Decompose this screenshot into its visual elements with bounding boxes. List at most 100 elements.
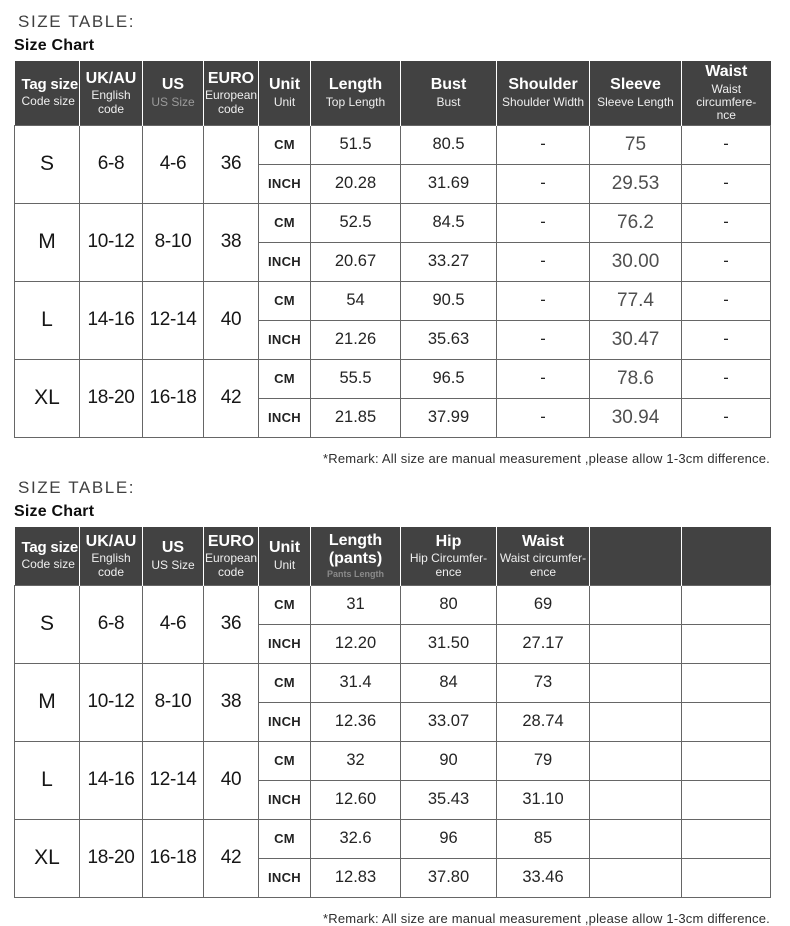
value-cell: 76.2 <box>589 202 682 243</box>
uk-au-cell: 14-16 <box>79 740 143 820</box>
col-header-main-label: EURO <box>207 532 255 550</box>
col-header-us: US US Size <box>142 61 204 126</box>
value-cell: 78.6 <box>589 358 682 399</box>
value-cell: - <box>496 280 590 321</box>
unit-cell: CM <box>258 202 311 243</box>
col-header-main-label: Shoulder <box>508 76 578 94</box>
tag-size-cell: M <box>14 202 80 282</box>
col-header-sleeve: Sleeve Sleeve Length <box>589 61 682 126</box>
value-cell: 77.4 <box>589 280 682 321</box>
value-cell: 52.5 <box>310 202 401 243</box>
col-header-main-label: UK/AU <box>85 532 137 550</box>
value-cell: 33.07 <box>400 701 497 742</box>
col-header-main-label: Tag size <box>21 538 79 556</box>
value-cell: 35.43 <box>400 779 497 820</box>
value-cell: - <box>681 319 771 360</box>
size-row-inch: INCH 20.67 33.27-30.00- <box>15 241 771 282</box>
value-cell: 30.00 <box>589 241 682 282</box>
value-cell: - <box>681 163 771 204</box>
value-cell: 79 <box>496 740 590 781</box>
unit-cell: INCH <box>258 857 311 898</box>
us-cell: 8-10 <box>142 662 204 742</box>
value-cell: 31.4 <box>310 662 401 703</box>
value-cell: 90 <box>400 740 497 781</box>
unit-cell: INCH <box>258 623 311 664</box>
col-header-main-label: Waist <box>521 532 565 550</box>
us-cell: 4-6 <box>142 584 204 664</box>
value-cell <box>681 779 771 820</box>
tag-size-cell: L <box>14 740 80 820</box>
tag-size-cell: L <box>14 280 80 360</box>
pants-size-table: Tag size Code size UK/AU English code US US S… <box>14 526 771 898</box>
value-cell: 80.5 <box>400 124 497 165</box>
tag-size-cell: M <box>14 662 80 742</box>
value-cell: - <box>496 358 590 399</box>
col-header-uk-au: UK/AU English code <box>79 61 143 126</box>
value-cell: - <box>681 241 771 282</box>
size-row-cm: L 14-16 12-14 40 CM 54 90.5-77.4- <box>14 280 771 360</box>
uk-au-cell: 18-20 <box>79 818 143 898</box>
col-header-shoulder: Shoulder Shoulder Width <box>496 61 590 126</box>
us-cell: 8-10 <box>142 202 204 282</box>
value-cell <box>589 662 682 703</box>
col-header-euro: EURO European code <box>203 61 259 126</box>
col-header-sub-label: Sleeve Length <box>597 95 674 110</box>
uk-au-cell: 10-12 <box>79 202 143 282</box>
size-row-inch: INCH 21.26 35.63-30.47- <box>15 319 771 360</box>
uk-au-cell: 18-20 <box>79 358 143 438</box>
us-cell: 12-14 <box>142 740 204 820</box>
col-header-sub-label: English code <box>91 88 131 116</box>
unit-cell: CM <box>258 818 311 859</box>
col-header-empty <box>589 526 682 586</box>
size-row-cm: M 10-12 8-10 38 CM 52.5 84.5-76.2- <box>14 202 771 282</box>
value-cell: 30.94 <box>589 397 682 438</box>
unit-cell: CM <box>258 124 311 165</box>
euro-cell: 38 <box>203 202 259 282</box>
value-cell: 31.69 <box>400 163 497 204</box>
size-table-head: Tag size Code size UK/AU English code US US S… <box>14 61 771 126</box>
size-row-cm: XL 18-20 16-18 42 CM 55.5 96.5-78.6- <box>14 358 771 438</box>
value-cell: 90.5 <box>400 280 497 321</box>
col-header-sub-label: Code size <box>21 557 75 572</box>
euro-cell: 36 <box>203 124 259 204</box>
euro-cell: 38 <box>203 662 259 742</box>
unit-cell: INCH <box>258 319 311 360</box>
unit-cell: CM <box>258 358 311 399</box>
value-cell: 37.80 <box>400 857 497 898</box>
tag-size-cell: S <box>14 124 80 204</box>
value-cell <box>681 584 771 625</box>
value-cell: 30.47 <box>589 319 682 360</box>
col-header-sub-label: Hip Circumfer- ence <box>409 551 488 579</box>
value-cell: 85 <box>496 818 590 859</box>
col-header-sub-label: English code <box>91 551 131 579</box>
col-header-sub-label: Code size <box>21 94 75 109</box>
size-row-inch: INCH 12.20 31.50 27.17 <box>15 623 771 664</box>
col-header-sub-label: European code <box>205 551 258 579</box>
value-cell <box>589 818 682 859</box>
value-cell: 73 <box>496 662 590 703</box>
size-row-cm: M 10-12 8-10 38 CM 31.4 84 73 <box>14 662 771 742</box>
value-cell: 28.74 <box>496 701 590 742</box>
value-cell: - <box>496 319 590 360</box>
value-cell <box>589 623 682 664</box>
col-header-euro: EURO European code <box>203 526 259 586</box>
value-cell: 31.10 <box>496 779 590 820</box>
col-header-sub-label: Pants Length <box>326 569 384 580</box>
tops-size-table: Tag size Code size UK/AU English code US US S… <box>14 61 771 438</box>
unit-cell: CM <box>258 740 311 781</box>
size-table-body: S 6-8 4-6 36 CM 51.5 80.5-75- INCH 20.28 31.69-29… <box>14 124 771 438</box>
size-chart-title: Size Chart <box>14 502 95 520</box>
col-header-sub-label: European code <box>205 88 258 116</box>
col-header-sub-label: US Size <box>151 557 195 572</box>
size-chart-title: Size Chart <box>14 37 95 54</box>
unit-cell: INCH <box>258 241 311 282</box>
value-cell <box>681 857 771 898</box>
uk-au-cell: 10-12 <box>79 662 143 742</box>
euro-cell: 36 <box>203 584 259 664</box>
unit-cell: CM <box>258 662 311 703</box>
uk-au-cell: 6-8 <box>79 584 143 664</box>
value-cell: - <box>496 124 590 165</box>
value-cell: 84 <box>400 662 497 703</box>
uk-au-cell: 14-16 <box>79 280 143 360</box>
header-row: Tag size Code size UK/AU English code US US S… <box>14 61 771 126</box>
